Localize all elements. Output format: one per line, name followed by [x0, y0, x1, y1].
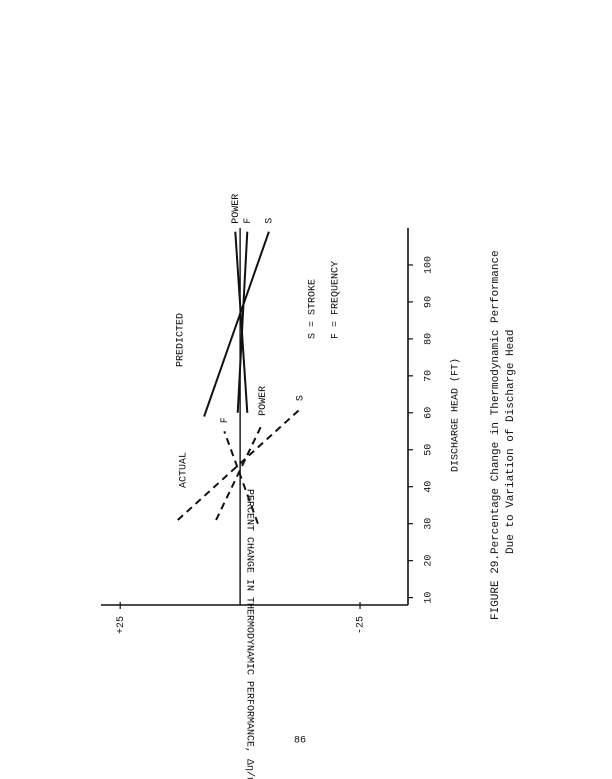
group-label: PREDICTED — [176, 313, 187, 367]
series-line — [215, 423, 264, 521]
series-line — [234, 231, 249, 413]
series-line — [203, 231, 270, 417]
page-number: 86 — [294, 736, 306, 747]
series-line — [177, 408, 301, 521]
series-line — [223, 430, 259, 525]
y-tick-label: -25 — [356, 616, 367, 634]
line-label: S — [265, 218, 276, 224]
group-label: ACTUAL — [179, 452, 190, 488]
x-tick-label: 100 — [424, 256, 435, 274]
line-label: S — [296, 395, 307, 401]
x-tick-label: 40 — [424, 481, 435, 493]
caption-line: Percentage Change in Thermodynamic Perfo… — [490, 250, 502, 554]
legend-note: S = STROKE — [308, 279, 319, 339]
line-label: POWER — [231, 194, 242, 224]
x-tick-label: 10 — [424, 592, 435, 604]
x-tick-label: 20 — [424, 555, 435, 567]
x-tick-label: 80 — [424, 333, 435, 345]
legend-note: F = FREQUENCY — [331, 261, 342, 339]
x-tick-label: 50 — [424, 444, 435, 456]
caption-line: Due to Variation of Discharge Head — [505, 330, 517, 554]
x-axis-label: DISCHARGE HEAD (FT) — [450, 358, 462, 472]
line-label: POWER — [258, 386, 269, 416]
y-axis-label: PERCENT CHANGE IN THERMODYNAMIC PERFORMA… — [243, 489, 255, 779]
x-tick-label: 60 — [424, 407, 435, 419]
x-tick-label: 70 — [424, 370, 435, 382]
line-label: F — [220, 417, 231, 423]
x-tick-label: 90 — [424, 296, 435, 308]
rotated-figure: DISCHARGE HEAD (FT) PERCENT CHANGE IN TH… — [101, 194, 517, 779]
caption-label: FIGURE 29. — [490, 554, 502, 620]
y-tick-label: +25 — [116, 616, 127, 634]
x-tick-label: 30 — [424, 518, 435, 530]
line-label: F — [243, 218, 254, 224]
series-line — [236, 231, 249, 413]
